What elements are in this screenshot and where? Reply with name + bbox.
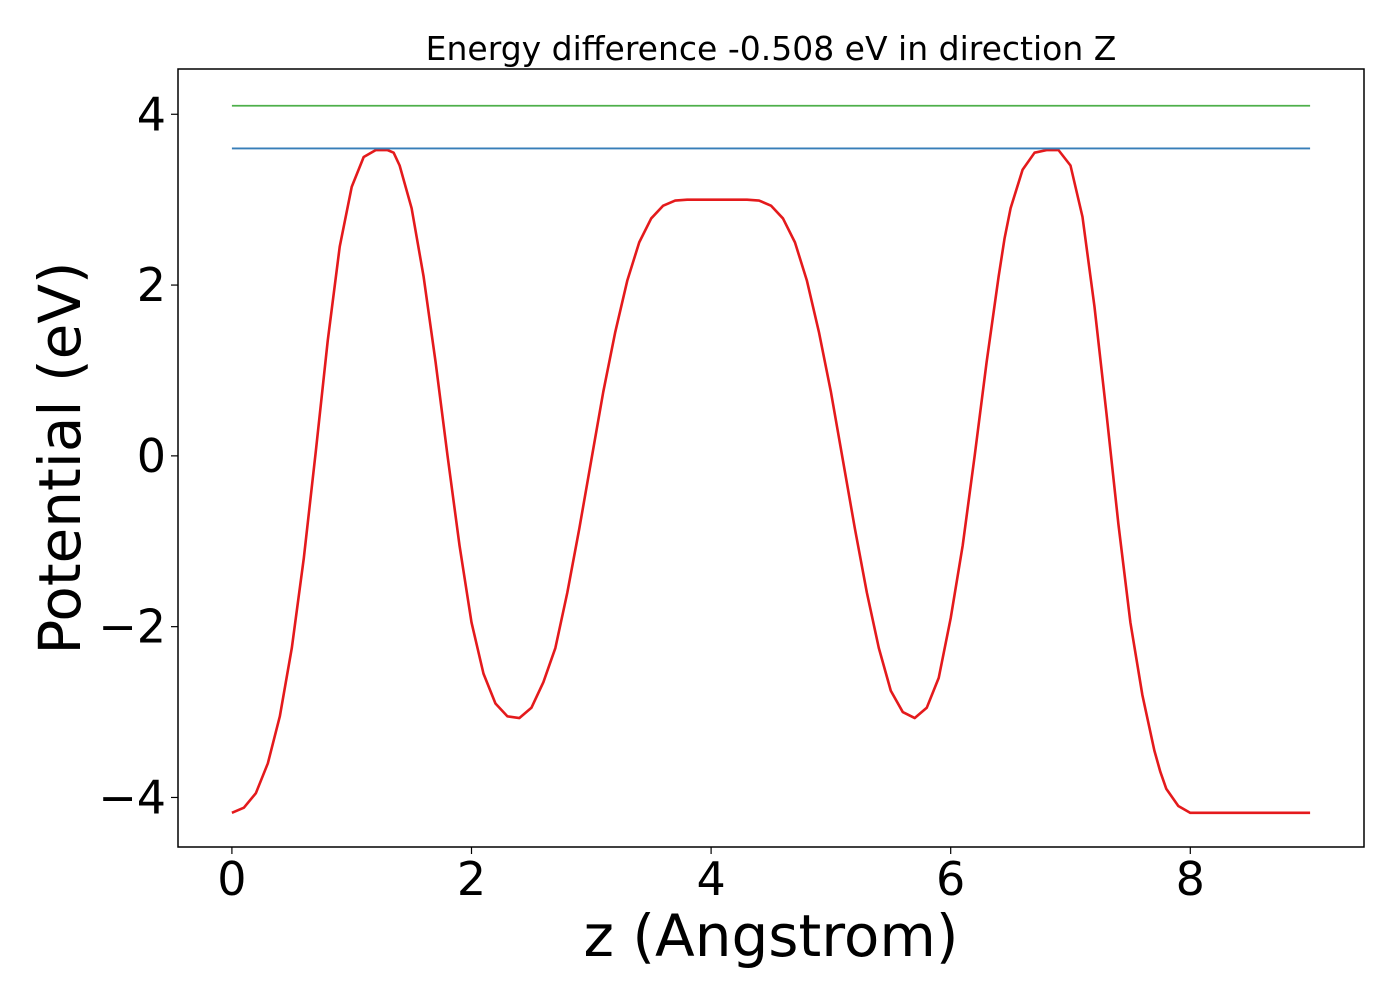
- x-tick-label: 8: [1176, 852, 1205, 906]
- y-tick-label: −2: [98, 600, 166, 654]
- y-axis-label: Potential (eV): [26, 261, 94, 654]
- y-tick-label: 0: [137, 429, 166, 483]
- plot-frame: [177, 68, 1365, 848]
- x-tick-label: 6: [936, 852, 965, 906]
- x-tick-label: 0: [217, 852, 246, 906]
- x-tick-label: 2: [457, 852, 486, 906]
- x-axis-label: z (Angstrom): [584, 902, 959, 970]
- series-layer: [231, 104, 1311, 815]
- y-tick-label: −4: [98, 770, 166, 824]
- series-line-0: [231, 148, 1311, 815]
- y-tick-label: 4: [137, 87, 166, 141]
- x-tick-label: 4: [696, 852, 725, 906]
- chart-title: Energy difference -0.508 eV in direction…: [426, 29, 1117, 68]
- axes-layer: 0 2 4 6 8 4 2 0 −2 −4: [98, 87, 1205, 906]
- y-tick-label: 2: [137, 258, 166, 312]
